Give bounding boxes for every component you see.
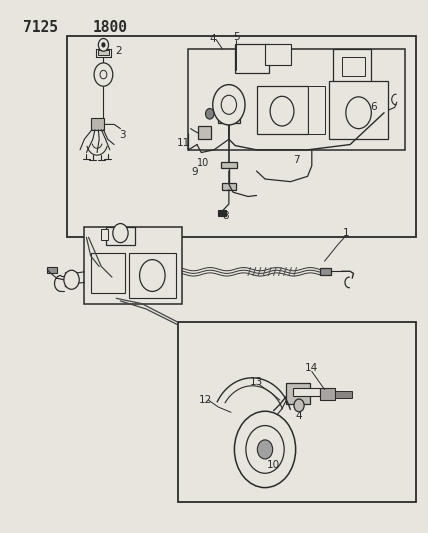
Bar — [106, 227, 135, 245]
Text: 10: 10 — [197, 158, 209, 168]
Text: 2: 2 — [115, 46, 122, 56]
Circle shape — [246, 425, 284, 473]
Bar — [84, 227, 182, 304]
Bar — [91, 253, 125, 293]
Text: 12: 12 — [199, 395, 212, 405]
Circle shape — [257, 440, 273, 459]
Text: 4: 4 — [210, 34, 217, 44]
Bar — [188, 49, 405, 150]
Bar — [333, 49, 372, 84]
Bar — [98, 50, 109, 55]
Text: 5: 5 — [233, 33, 239, 43]
Bar — [320, 268, 331, 275]
Circle shape — [98, 38, 109, 51]
Text: 13: 13 — [250, 377, 263, 387]
Circle shape — [140, 260, 165, 292]
Circle shape — [221, 95, 237, 114]
Text: 14: 14 — [305, 364, 318, 373]
Text: 7: 7 — [294, 156, 300, 165]
Text: 9: 9 — [192, 167, 198, 177]
Circle shape — [346, 97, 372, 128]
Bar — [222, 183, 236, 190]
Text: 6: 6 — [370, 102, 377, 112]
Bar — [101, 229, 108, 240]
Bar — [286, 383, 310, 405]
Bar — [335, 391, 352, 398]
Circle shape — [235, 411, 296, 488]
Circle shape — [101, 42, 106, 47]
Bar — [342, 57, 365, 76]
Bar — [329, 81, 388, 139]
Bar — [293, 389, 320, 397]
Text: 8: 8 — [222, 211, 229, 221]
Bar — [256, 86, 308, 134]
Circle shape — [94, 63, 113, 86]
Bar — [91, 118, 104, 130]
Text: 4: 4 — [296, 411, 302, 421]
Circle shape — [113, 223, 128, 243]
Circle shape — [100, 70, 107, 79]
Bar — [265, 44, 291, 65]
Circle shape — [64, 270, 79, 289]
Circle shape — [213, 85, 245, 125]
Circle shape — [205, 109, 214, 119]
Bar — [308, 86, 324, 134]
Bar — [320, 389, 335, 400]
Bar — [67, 36, 416, 237]
Bar — [198, 126, 211, 139]
Text: 1: 1 — [342, 228, 349, 238]
Text: 1800: 1800 — [93, 20, 128, 35]
Bar — [178, 322, 416, 503]
Circle shape — [270, 96, 294, 126]
Text: 7125: 7125 — [23, 20, 58, 35]
Text: 10: 10 — [267, 461, 280, 470]
Bar — [218, 108, 240, 123]
Text: 3: 3 — [119, 130, 126, 140]
Text: 11: 11 — [177, 139, 190, 149]
Circle shape — [294, 399, 304, 412]
Bar — [221, 161, 237, 168]
Bar — [218, 210, 226, 216]
Bar — [129, 253, 176, 298]
Bar — [235, 44, 269, 73]
Bar — [48, 267, 56, 273]
